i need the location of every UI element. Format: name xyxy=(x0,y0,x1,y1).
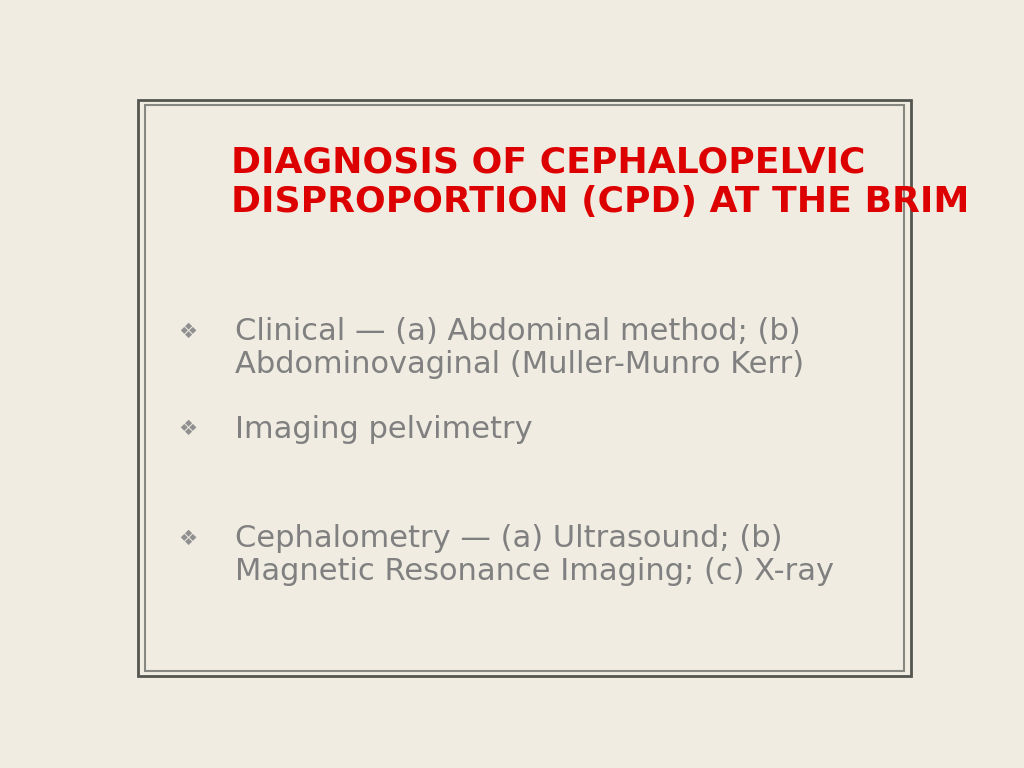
Text: Cephalometry — (a) Ultrasound; (b): Cephalometry — (a) Ultrasound; (b) xyxy=(236,524,782,553)
Text: Clinical — (a) Abdominal method; (b): Clinical — (a) Abdominal method; (b) xyxy=(236,317,801,346)
Text: Imaging pelvimetry: Imaging pelvimetry xyxy=(236,415,532,444)
Text: DIAGNOSIS OF CEPHALOPELVIC
DISPROPORTION (CPD) AT THE BRIM: DIAGNOSIS OF CEPHALOPELVIC DISPROPORTION… xyxy=(231,145,970,219)
Text: Abdominovaginal (Muller-Munro Kerr): Abdominovaginal (Muller-Munro Kerr) xyxy=(236,349,804,379)
Text: ❖: ❖ xyxy=(178,322,197,342)
Text: ❖: ❖ xyxy=(178,528,197,548)
Text: Magnetic Resonance Imaging; (c) X-ray: Magnetic Resonance Imaging; (c) X-ray xyxy=(236,557,835,586)
Text: ❖: ❖ xyxy=(178,419,197,439)
